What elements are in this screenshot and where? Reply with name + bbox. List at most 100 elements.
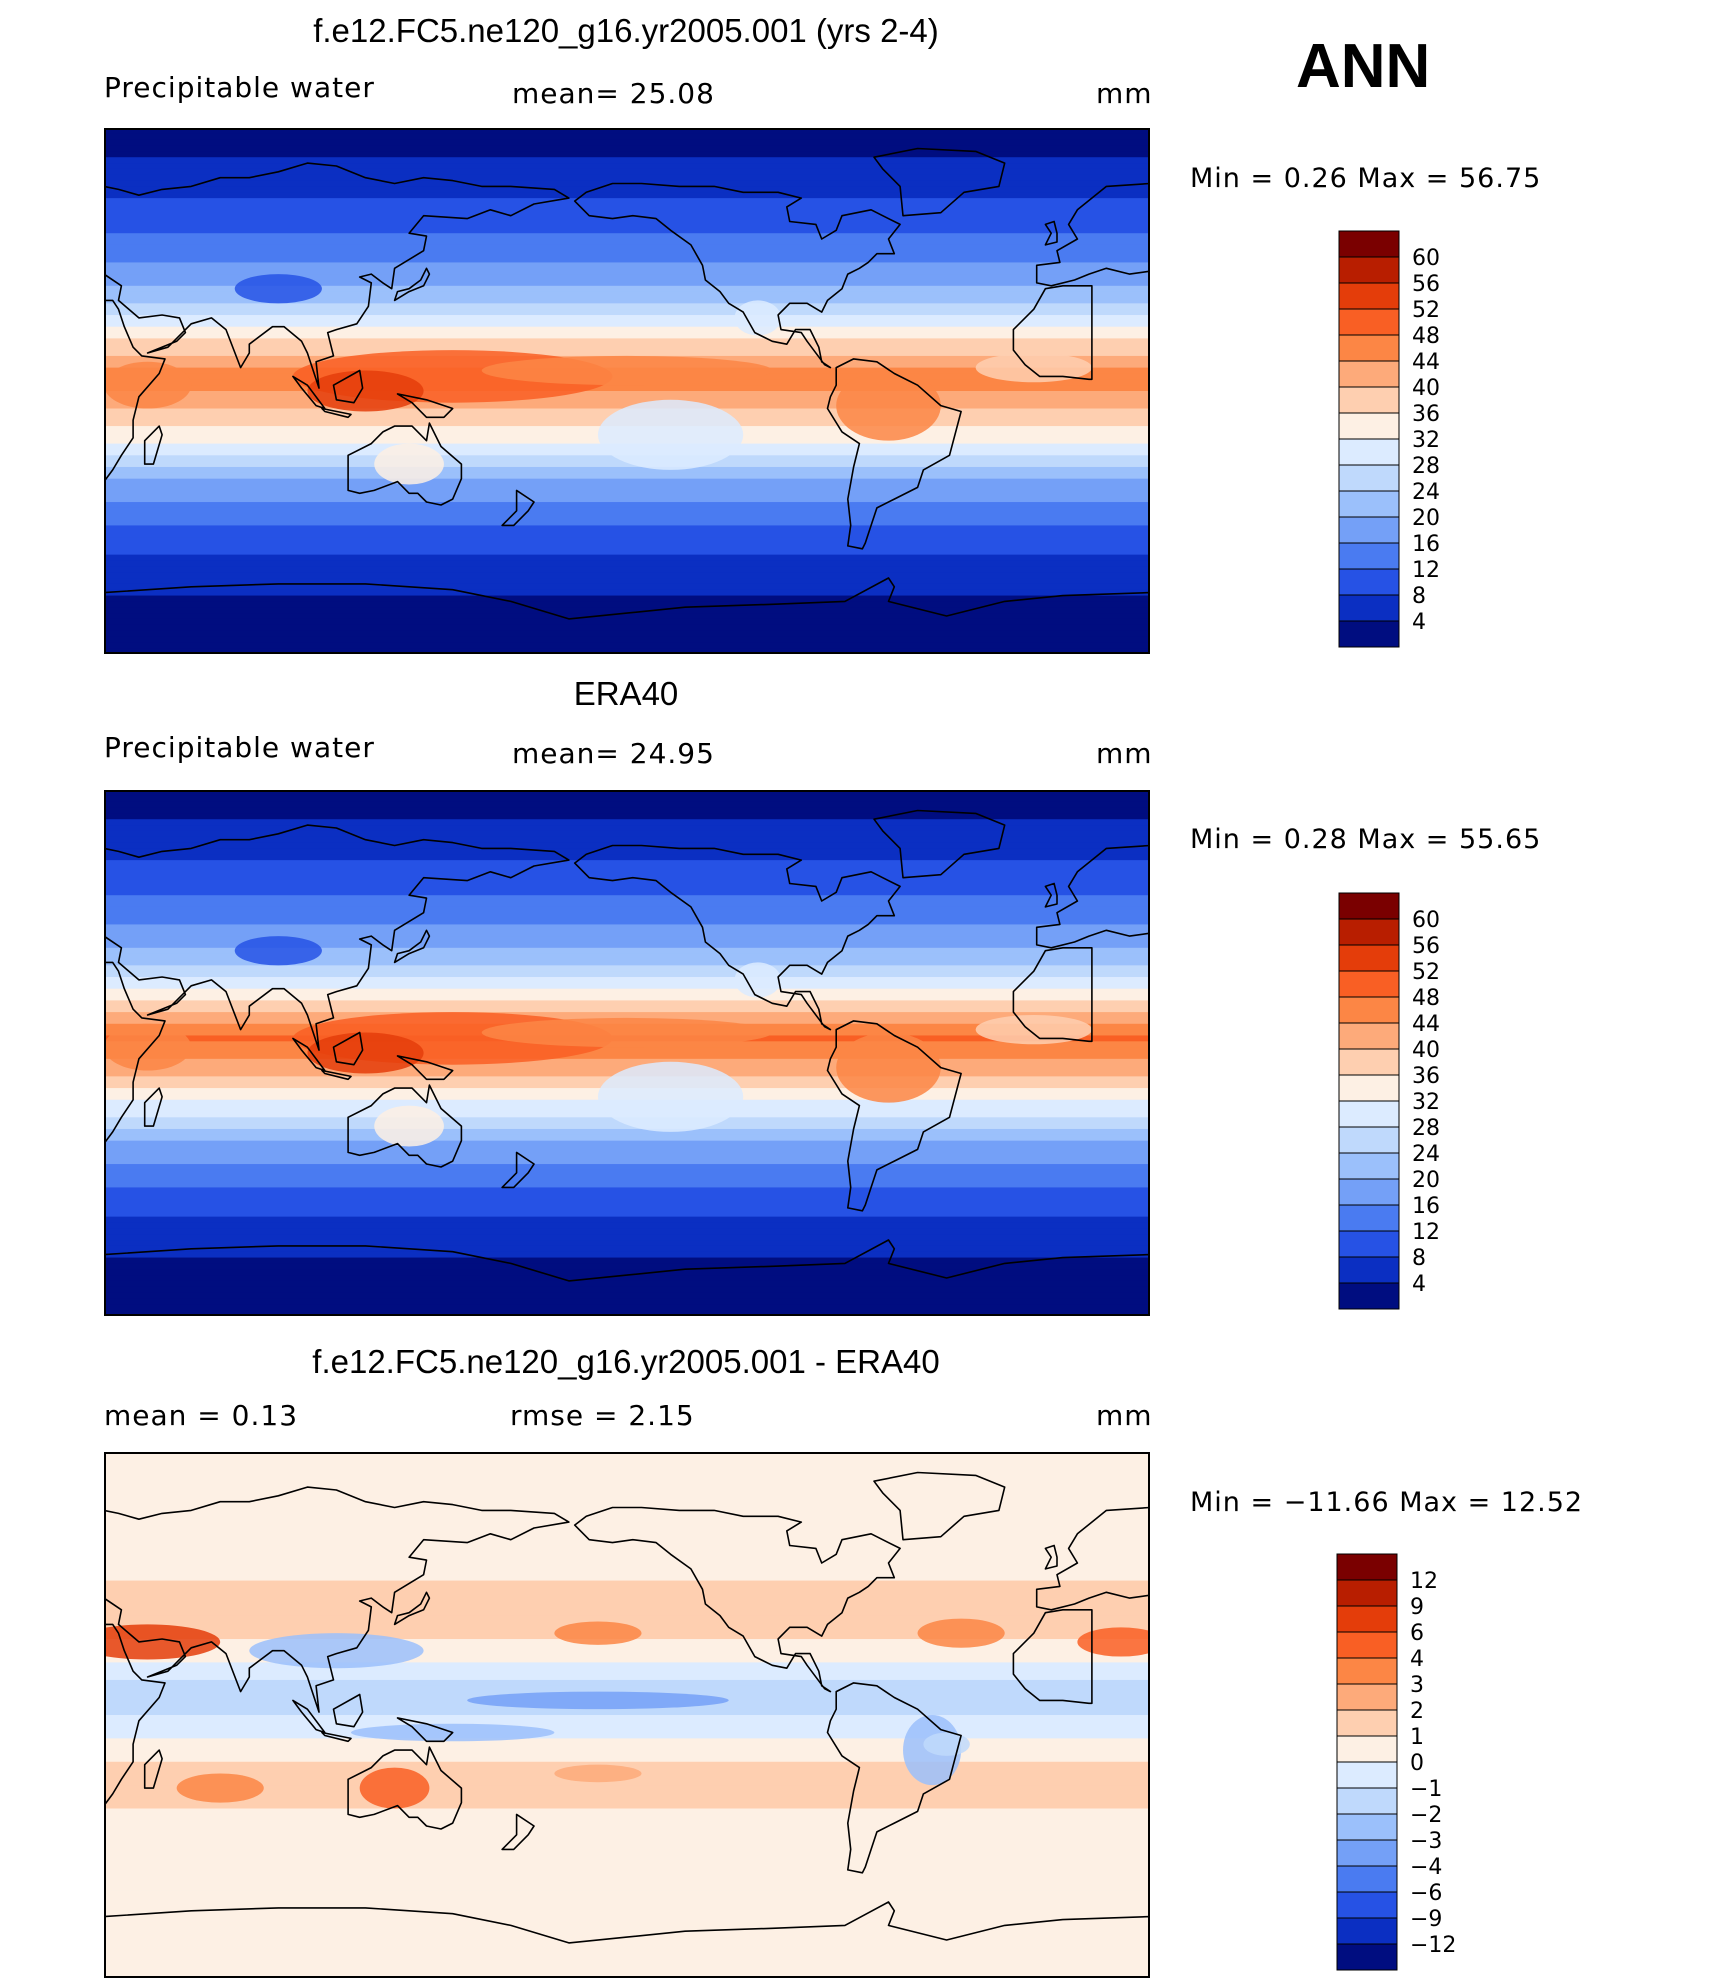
map-band — [104, 548, 1150, 556]
map-field-feature — [307, 370, 424, 412]
map-band — [104, 836, 1150, 844]
map-band — [104, 566, 1150, 573]
panel-2-map — [104, 790, 1150, 1316]
colorbar-label: 2 — [1410, 1699, 1424, 1724]
panel-2-mean: mean= 24.95 — [512, 737, 715, 770]
map-band — [104, 918, 1150, 925]
map-band — [104, 1896, 1150, 1903]
colorbar-swatch — [1338, 542, 1400, 570]
map-band — [104, 1685, 1150, 1693]
coastline — [104, 299, 166, 483]
map-field-feature — [923, 1732, 970, 1756]
map-band — [104, 1902, 1150, 1909]
colorbar-swatch — [1338, 1022, 1400, 1050]
map-band — [104, 1872, 1150, 1880]
coastline — [104, 1239, 1150, 1316]
map-field-feature — [104, 1023, 192, 1071]
map-band — [104, 1304, 1150, 1311]
map-band — [104, 1245, 1150, 1253]
map-band — [104, 274, 1150, 281]
map-band — [104, 1668, 1150, 1675]
map-band — [104, 1732, 1150, 1739]
map-band — [104, 1615, 1150, 1622]
colorbar-swatch — [1338, 1074, 1400, 1102]
map-band — [104, 860, 1150, 867]
map-band — [104, 1568, 1150, 1576]
map-band — [104, 1796, 1150, 1804]
map-band — [104, 642, 1150, 649]
map-band — [104, 583, 1150, 591]
panel-1-title: f.e12.FC5.ne120_g16.yr2005.001 (yrs 2-4) — [313, 12, 939, 49]
map-field-feature — [597, 399, 744, 470]
colorbar-label: 12 — [1412, 558, 1440, 583]
map-band — [104, 795, 1150, 803]
coastline — [292, 375, 326, 410]
map-band — [104, 1574, 1150, 1582]
coastline — [321, 1069, 352, 1081]
map-band — [104, 1123, 1150, 1130]
map-band — [104, 1533, 1150, 1541]
map-band — [104, 1222, 1150, 1229]
panel-2-colorbar: 60 56 52 48 44 40 36 32 28 24 20 16 12 8 4 — [1338, 892, 1468, 1317]
colorbar-label: −1 — [1410, 1777, 1442, 1802]
colorbar-label: 60 — [1412, 246, 1440, 271]
colorbar-swatch — [1338, 516, 1400, 544]
map-band — [104, 1175, 1150, 1183]
coastline — [104, 1623, 166, 1807]
map-band — [104, 490, 1150, 497]
map-band — [104, 139, 1150, 147]
map-band — [104, 1452, 1150, 1459]
map-field-feature — [734, 300, 781, 336]
colorbar-swatch — [1338, 256, 1400, 284]
map-band — [104, 1527, 1150, 1535]
colorbar-label: 36 — [1412, 402, 1440, 427]
map-band — [104, 1878, 1150, 1885]
colorbar-label: 44 — [1412, 350, 1440, 375]
colorbar-swatch — [1338, 1178, 1400, 1206]
map-band — [104, 877, 1150, 885]
season-label: ANN — [1296, 32, 1431, 101]
panel-1-variable-label: Precipitable water — [104, 71, 375, 104]
coastline — [873, 809, 1006, 879]
map-band — [104, 1152, 1150, 1159]
map-band — [104, 279, 1150, 287]
map-band — [104, 1164, 1150, 1171]
map-band — [104, 1644, 1150, 1652]
map-band — [104, 1715, 1150, 1722]
map-band — [104, 589, 1150, 597]
map-band — [104, 1843, 1150, 1850]
map-band — [104, 1966, 1150, 1973]
map-band — [104, 1942, 1150, 1950]
map-band — [104, 1216, 1150, 1223]
map-band — [104, 1890, 1150, 1897]
map-field-feature — [554, 1764, 642, 1783]
map-band — [104, 854, 1150, 861]
map-band — [104, 542, 1150, 550]
map-band — [104, 1761, 1150, 1769]
colorbar-label: −12 — [1410, 1933, 1456, 1958]
coastline — [396, 1717, 454, 1743]
colorbar-label: −9 — [1410, 1907, 1442, 1932]
map-band — [104, 525, 1150, 532]
map-band — [104, 1257, 1150, 1264]
map-band — [104, 1140, 1150, 1148]
map-band — [104, 1855, 1150, 1862]
map-band — [104, 338, 1150, 345]
map-band — [104, 215, 1150, 223]
colorbar-label: 24 — [1412, 1142, 1440, 1167]
map-band — [104, 953, 1150, 960]
coastline — [501, 1151, 535, 1189]
map-field-feature — [481, 355, 773, 386]
colorbar-label: −2 — [1410, 1803, 1442, 1828]
map-band — [104, 192, 1150, 199]
map-band — [104, 1820, 1150, 1827]
map-field-feature — [307, 1032, 424, 1074]
map-band — [104, 297, 1150, 304]
colorbar-swatch — [1336, 1735, 1398, 1763]
map-band — [104, 128, 1150, 135]
map-band — [104, 1204, 1150, 1212]
map-band — [104, 790, 1150, 797]
map-band — [104, 1457, 1150, 1465]
map-field-feature — [467, 1691, 729, 1710]
